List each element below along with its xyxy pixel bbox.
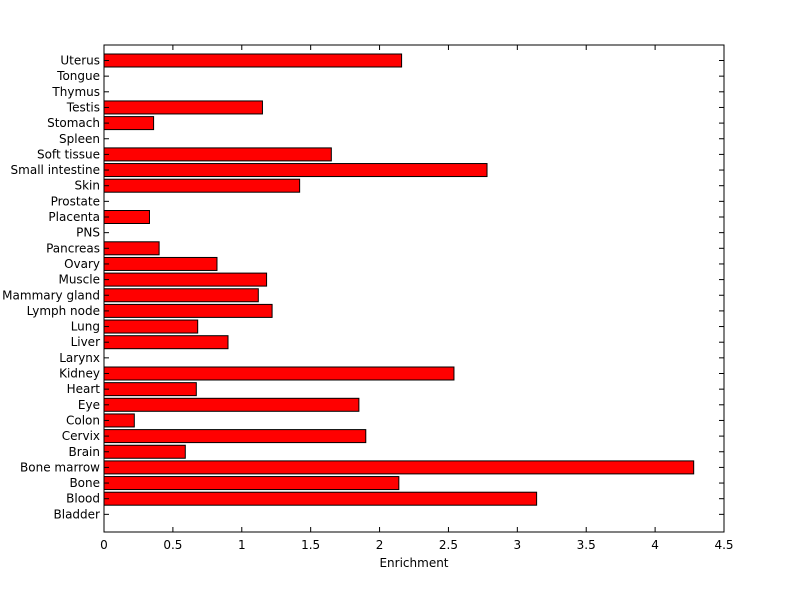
x-axis-label: Enrichment	[379, 556, 448, 570]
bar-bone-marrow	[103, 460, 695, 475]
y-tick-label: Lung	[71, 320, 100, 334]
y-tick-label: Brain	[69, 445, 100, 459]
y-tick-label: Thymus	[51, 85, 100, 99]
y-tick-label: Colon	[66, 413, 100, 427]
y-tick-label: PNS	[76, 226, 100, 240]
y-tick-label: Spleen	[59, 132, 100, 146]
bar-bone	[103, 476, 400, 491]
y-tick-label: Blood	[66, 492, 100, 506]
y-tick-label: Ovary	[64, 257, 100, 271]
bar-skin	[103, 178, 301, 193]
x-tick-label: 2	[376, 538, 384, 552]
bar-uterus	[103, 53, 403, 68]
x-tick-label: 3	[514, 538, 522, 552]
y-tick-label: Mammary gland	[2, 288, 100, 302]
bar-kidney	[103, 366, 455, 381]
bar-lung	[103, 319, 199, 334]
x-tick-label: 0.5	[163, 538, 182, 552]
y-tick-label: Bone marrow	[20, 460, 100, 474]
y-tick-label: Tongue	[56, 69, 100, 83]
y-tick-label: Larynx	[59, 351, 100, 365]
y-tick-label: Cervix	[62, 429, 100, 443]
y-tick-label: Bone	[69, 476, 100, 490]
bar-small-intestine	[103, 163, 488, 178]
y-tick-label: Soft tissue	[37, 147, 100, 161]
y-tick-label: Muscle	[58, 273, 100, 287]
bar-heart	[103, 382, 197, 397]
x-ticks-group: 0 0.5 1 1.5 2 2.5 3 3.5 4 4.5	[100, 45, 734, 552]
bar-brain	[103, 444, 186, 459]
bar-cervix	[103, 429, 367, 444]
y-tick-label: Eye	[78, 398, 100, 412]
bars-group	[103, 53, 695, 506]
bar-stomach	[103, 116, 155, 131]
y-tick-label: Testis	[66, 100, 100, 114]
bar-pancreas	[103, 241, 160, 256]
x-tick-label: 1	[238, 538, 246, 552]
y-tick-label: Kidney	[59, 367, 100, 381]
y-tick-label: Prostate	[51, 194, 100, 208]
x-tick-label: 2.5	[439, 538, 458, 552]
y-tick-label: Placenta	[48, 210, 100, 224]
y-tick-label: Bladder	[54, 507, 101, 521]
x-tick-label: 4	[651, 538, 659, 552]
bar-eye	[103, 397, 360, 412]
y-tick-label: Small intestine	[11, 163, 100, 177]
y-tick-label: Liver	[71, 335, 101, 349]
bar-liver	[103, 335, 229, 350]
y-tick-label: Pancreas	[46, 241, 100, 255]
bar-blood	[103, 491, 538, 506]
x-tick-label: 0	[100, 538, 108, 552]
bar-lymph-node	[103, 303, 273, 318]
x-tick-label: 1.5	[301, 538, 320, 552]
y-tick-label: Uterus	[60, 54, 100, 68]
bar-soft-tissue	[103, 147, 332, 162]
bar-muscle	[103, 272, 268, 287]
bar-mammary-gland	[103, 288, 259, 303]
y-tick-label: Skin	[74, 179, 100, 193]
y-tick-label: Heart	[67, 382, 101, 396]
y-tick-label: Stomach	[47, 116, 100, 130]
bar-ovary	[103, 256, 218, 271]
bar-testis	[103, 100, 263, 115]
x-tick-label: 3.5	[577, 538, 596, 552]
y-tick-label: Lymph node	[27, 304, 100, 318]
x-tick-label: 4.5	[714, 538, 733, 552]
bar-placenta	[103, 210, 150, 224]
